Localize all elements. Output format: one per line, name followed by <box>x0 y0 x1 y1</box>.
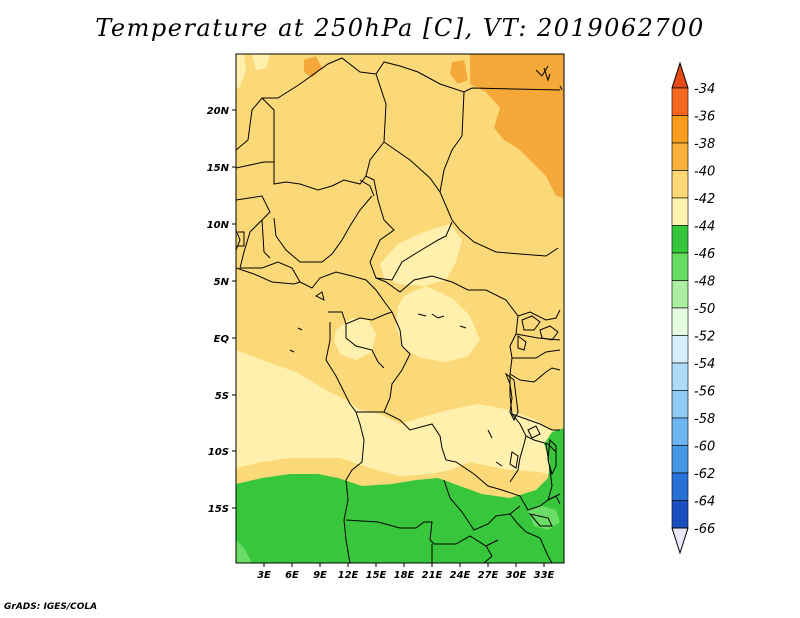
grads-credit: GrADS: IGES/COLA <box>4 602 98 612</box>
x-tick-label: 33E <box>534 570 555 581</box>
colorbar-label: -58 <box>694 412 715 427</box>
map-title: Temperature at 250hPa [C], VT: 201906270… <box>95 14 705 42</box>
y-tick-label: 15N <box>207 163 230 174</box>
x-tick-label: 12E <box>338 570 359 581</box>
field-minus-44-region <box>236 428 564 563</box>
country-borders <box>236 57 563 563</box>
x-tick-label: 9E <box>313 570 327 581</box>
y-tick-label: 5S <box>215 391 229 402</box>
x-tick-label: 21E <box>422 570 443 581</box>
y-tick-label: 10N <box>207 220 230 231</box>
colorbar-swatch <box>671 197 689 226</box>
map-frame <box>235 53 565 564</box>
x-tick-label: 30E <box>506 570 527 581</box>
field-minus-42-region <box>380 224 462 286</box>
colorbar-swatch <box>671 225 689 254</box>
colorbar-label: -66 <box>694 522 715 537</box>
colorbar-label: -62 <box>694 467 715 482</box>
y-tick-label: EQ <box>214 334 230 345</box>
colorbar-label: -40 <box>694 165 715 180</box>
x-tick-label: 15E <box>366 570 387 581</box>
colorbar-swatch <box>671 445 689 474</box>
colorbar-swatch <box>671 170 689 199</box>
y-axis: 20N 15N 10N 5N EQ 5S 10S 15S <box>207 106 236 515</box>
colorbar-swatch <box>671 87 689 116</box>
colorbar-label: -64 <box>694 495 715 510</box>
colorbar-label: -44 <box>694 220 715 235</box>
field-minus-38-region <box>450 60 468 84</box>
colorbar-swatch <box>671 307 689 336</box>
colorbar-bottom-arrow <box>671 527 689 555</box>
colorbar-label: -38 <box>694 137 715 152</box>
colorbar-swatch <box>671 390 689 419</box>
field-minus-42-region <box>236 350 564 478</box>
field-minus-42-region <box>334 318 376 360</box>
field-minus-46-region <box>528 506 560 530</box>
y-tick-label: 15S <box>208 504 229 515</box>
x-axis: 3E 6E 9E 12E 15E 18E 21E 24E 27E 30E 33E <box>257 563 555 581</box>
colorbar-label: -56 <box>694 385 715 400</box>
colorbar-label: -54 <box>694 357 715 372</box>
field-minus-38-region <box>304 56 322 78</box>
colorbar-swatch <box>671 500 689 529</box>
colorbar-label: -52 <box>694 330 715 345</box>
x-tick-label: 24E <box>450 570 471 581</box>
colorbar-swatch <box>671 417 689 446</box>
y-tick-label: 20N <box>207 106 230 117</box>
colorbar-swatch <box>671 115 689 144</box>
colorbar-top-arrow <box>671 61 689 89</box>
y-tick-label: 5N <box>214 277 230 288</box>
x-tick-label: 3E <box>257 570 271 581</box>
colorbar-label: -36 <box>694 110 715 125</box>
colorbar-swatch <box>671 142 689 171</box>
colorbar: -34 -36 -38 -40 -42 -44 -46 -48 -50 -52 -54 -56 -58 -… <box>671 61 715 555</box>
colorbar-swatch <box>671 472 689 501</box>
field-minus-42-region <box>252 54 270 70</box>
colorbar-label: -48 <box>694 275 715 290</box>
x-tick-label: 18E <box>394 570 415 581</box>
field-minus-42-region <box>236 54 246 90</box>
colorbar-label: -46 <box>694 247 715 262</box>
colorbar-label: -60 <box>694 440 715 455</box>
x-tick-label: 6E <box>285 570 299 581</box>
colorbar-label: -50 <box>694 302 715 317</box>
lakes <box>289 179 559 527</box>
x-tick-label: 27E <box>478 570 499 581</box>
y-tick-label: 10S <box>208 447 229 458</box>
field-minus-46-region <box>236 540 252 563</box>
colorbar-label: -34 <box>694 82 715 97</box>
colorbar-swatch <box>671 280 689 309</box>
colorbar-swatch <box>671 335 689 364</box>
colorbar-label: -42 <box>694 192 715 207</box>
colorbar-swatch <box>671 362 689 391</box>
temperature-field <box>236 54 564 563</box>
colorbar-swatch <box>671 252 689 281</box>
field-minus-42-region <box>396 286 480 362</box>
